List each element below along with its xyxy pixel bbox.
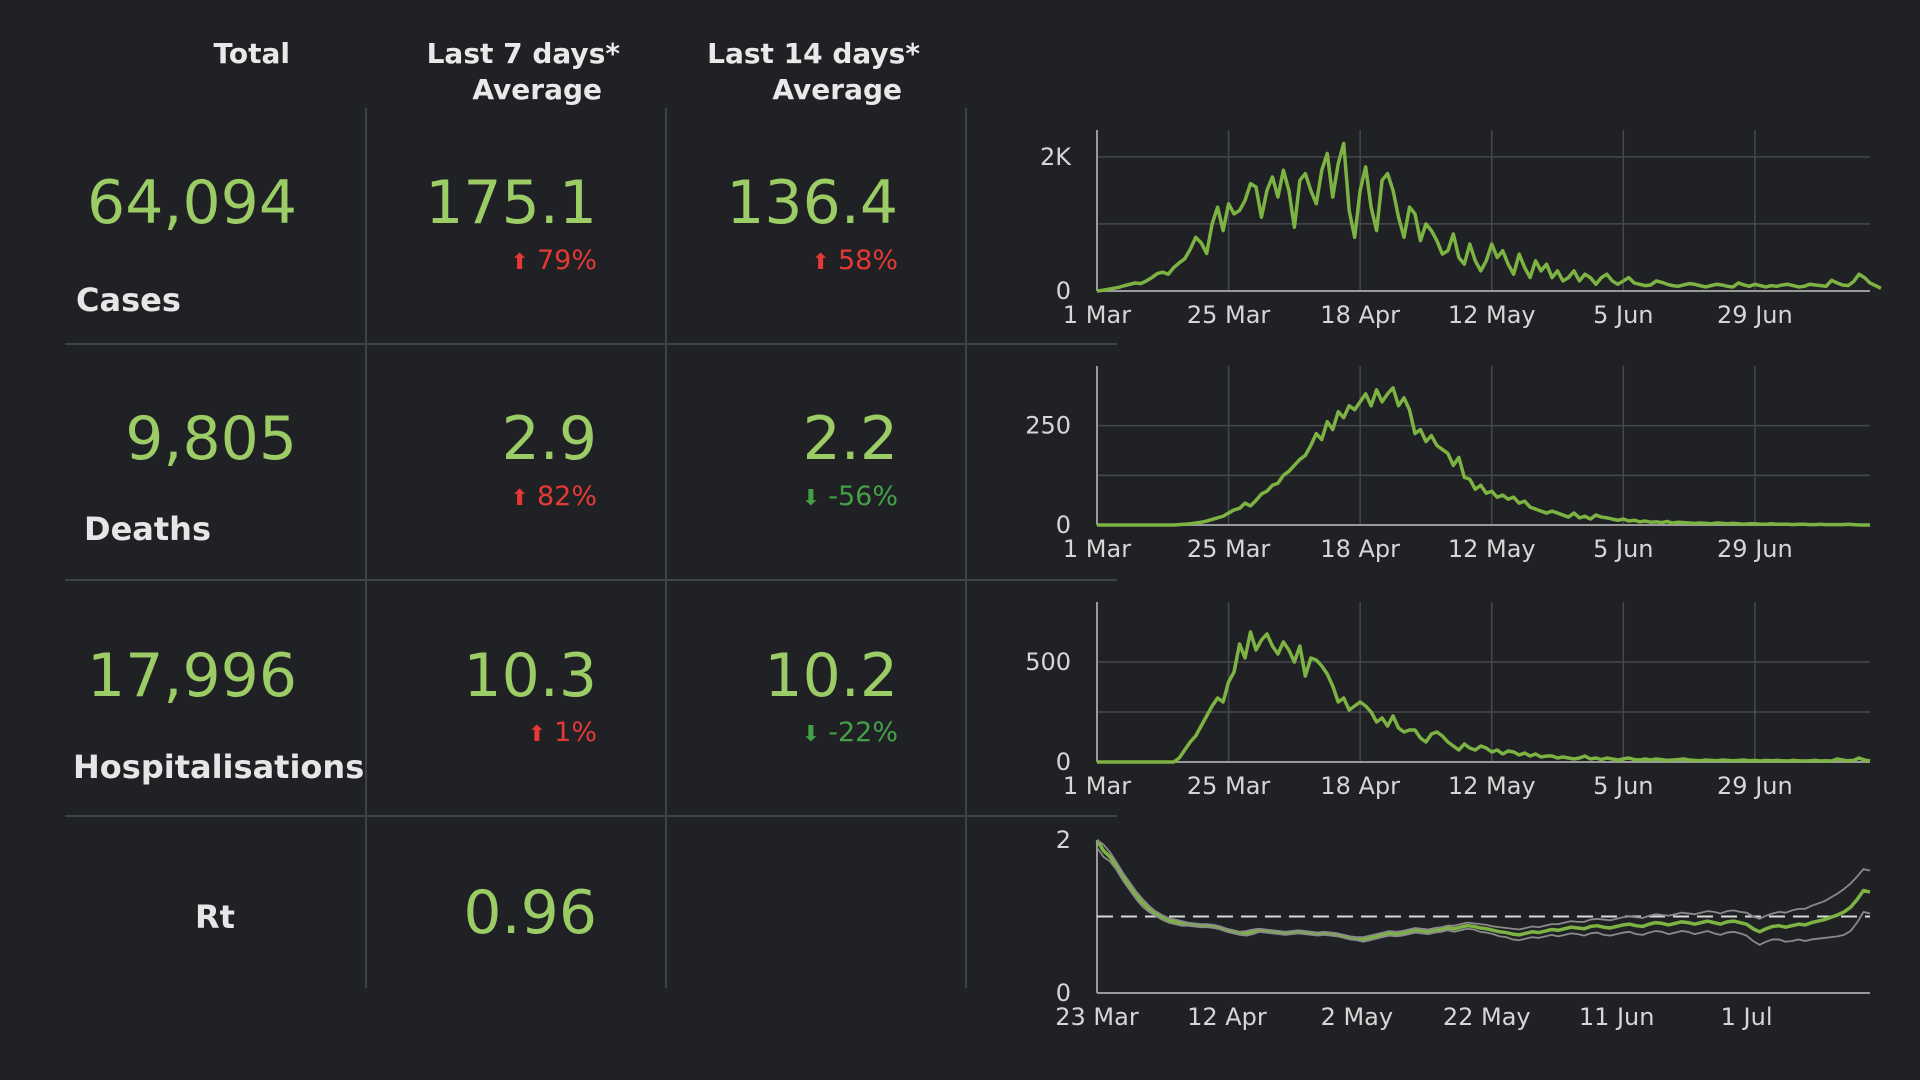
x-tick-label: 11 Jun xyxy=(1579,1003,1655,1031)
deaths-avg14: 2.2 xyxy=(802,404,898,474)
x-tick-label: 1 Mar xyxy=(1063,772,1131,800)
y-tick-label: 0 xyxy=(1056,979,1071,1007)
column-divider xyxy=(965,108,967,988)
hosp-avg7: 10.3 xyxy=(463,641,597,711)
arrow-down-icon: ⬇ xyxy=(801,722,821,747)
cases-change7: ⬆ 79% xyxy=(440,244,597,280)
x-tick-label: 29 Jun xyxy=(1717,772,1793,800)
x-tick-label: 25 Mar xyxy=(1187,301,1271,329)
hosp-label: Hospitalisations xyxy=(73,748,365,786)
hosp-change7: ⬆ 1% xyxy=(440,716,597,752)
x-tick-label: 5 Jun xyxy=(1593,301,1653,329)
row-divider xyxy=(65,815,1117,817)
hosp-change7-value: 1% xyxy=(554,717,597,748)
header-total-label: Total xyxy=(213,37,291,70)
column-divider xyxy=(365,108,367,988)
deaths-total: 9,805 xyxy=(125,404,297,474)
arrow-up-icon: ⬆ xyxy=(510,250,529,275)
column-divider xyxy=(665,108,667,988)
x-tick-label: 12 May xyxy=(1448,301,1536,329)
x-tick-label: 29 Jun xyxy=(1717,535,1793,563)
x-tick-label: 1 Jul xyxy=(1721,1003,1773,1031)
y-tick-label: 250 xyxy=(1025,412,1071,440)
x-tick-label: 12 Apr xyxy=(1187,1003,1267,1031)
header-last14-line2: Average xyxy=(772,73,902,106)
deaths-label: Deaths xyxy=(84,510,211,548)
y-tick-label: 0 xyxy=(1056,511,1071,539)
hosp-total: 17,996 xyxy=(87,641,297,711)
deaths-change7-value: 82% xyxy=(536,481,597,512)
series-line xyxy=(1096,141,1882,293)
rt-value: 0.96 xyxy=(463,878,597,948)
cases-label: Cases xyxy=(76,281,181,319)
x-tick-label: 1 Mar xyxy=(1063,535,1131,563)
cases-avg7: 175.1 xyxy=(425,168,597,238)
header-last14-line1: Last 14 days* xyxy=(707,37,920,70)
series-bound-line xyxy=(1096,847,1871,946)
x-tick-label: 25 Mar xyxy=(1187,772,1271,800)
rt-chart: 0 2 23 Mar 12 Apr 2 May 22 May 11 Jun 1 Jul xyxy=(1055,826,1871,1031)
x-tick-label: 29 Jun xyxy=(1717,301,1793,329)
x-tick-label: 18 Apr xyxy=(1320,535,1400,563)
deaths-change14-value: -56% xyxy=(828,481,898,512)
cases-avg14: 136.4 xyxy=(726,168,898,238)
header-total: Total xyxy=(160,36,291,72)
header-last7-line1: Last 7 days* xyxy=(426,37,620,70)
hospitalisations-chart: 0 500 1 Mar 25 Mar 18 Apr 12 May 5 Jun 29 Jun xyxy=(1025,602,1871,800)
header-last14: Last 14 days* Average xyxy=(690,36,920,108)
x-tick-label: 18 Apr xyxy=(1320,301,1400,329)
row-divider xyxy=(65,579,1117,581)
x-tick-label: 5 Jun xyxy=(1593,772,1653,800)
cases-change7-value: 79% xyxy=(536,245,597,276)
x-tick-label: 1 Mar xyxy=(1063,301,1131,329)
series-line xyxy=(1097,386,1870,527)
x-tick-label: 25 Mar xyxy=(1187,535,1271,563)
x-tick-label: 2 May xyxy=(1321,1003,1394,1031)
cases-chart: 0 2K 1 Mar 25 Mar 18 Apr 12 May 5 Jun 29 Jun xyxy=(1040,130,1882,329)
y-tick-label: 0 xyxy=(1056,277,1071,305)
x-tick-label: 22 May xyxy=(1443,1003,1531,1031)
series-bound-line xyxy=(1096,839,1871,939)
deaths-chart: 0 250 1 Mar 25 Mar 18 Apr 12 May 5 Jun 29 Jun xyxy=(1025,366,1870,563)
header-last7-line2: Average xyxy=(472,73,602,106)
y-tick-label: 2K xyxy=(1040,143,1072,171)
y-tick-label: 500 xyxy=(1025,648,1071,676)
row-divider xyxy=(65,343,1117,345)
rt-label: Rt xyxy=(195,898,235,936)
x-tick-label: 12 May xyxy=(1448,772,1536,800)
deaths-change14: ⬇ -56% xyxy=(740,480,898,516)
series-line xyxy=(1097,630,1871,764)
header-last7: Last 7 days* Average xyxy=(400,36,620,108)
y-tick-label: 2 xyxy=(1056,826,1071,854)
deaths-change7: ⬆ 82% xyxy=(440,480,597,516)
y-tick-label: 0 xyxy=(1056,748,1071,776)
cases-change14: ⬆ 58% xyxy=(740,244,898,280)
deaths-avg7: 2.9 xyxy=(501,404,597,474)
arrow-up-icon: ⬆ xyxy=(527,722,547,747)
x-tick-label: 12 May xyxy=(1448,535,1536,563)
hosp-avg14: 10.2 xyxy=(764,641,898,711)
x-tick-label: 23 Mar xyxy=(1055,1003,1139,1031)
hosp-change14: ⬇ -22% xyxy=(740,716,898,752)
arrow-down-icon: ⬇ xyxy=(801,486,821,511)
arrow-up-icon: ⬆ xyxy=(510,486,529,511)
arrow-up-icon: ⬆ xyxy=(811,250,830,275)
series-line xyxy=(1095,839,1871,942)
x-tick-label: 18 Apr xyxy=(1320,772,1400,800)
hosp-change14-value: -22% xyxy=(828,717,898,748)
x-tick-label: 5 Jun xyxy=(1593,535,1653,563)
cases-total: 64,094 xyxy=(87,168,297,238)
cases-change14-value: 58% xyxy=(837,245,898,276)
